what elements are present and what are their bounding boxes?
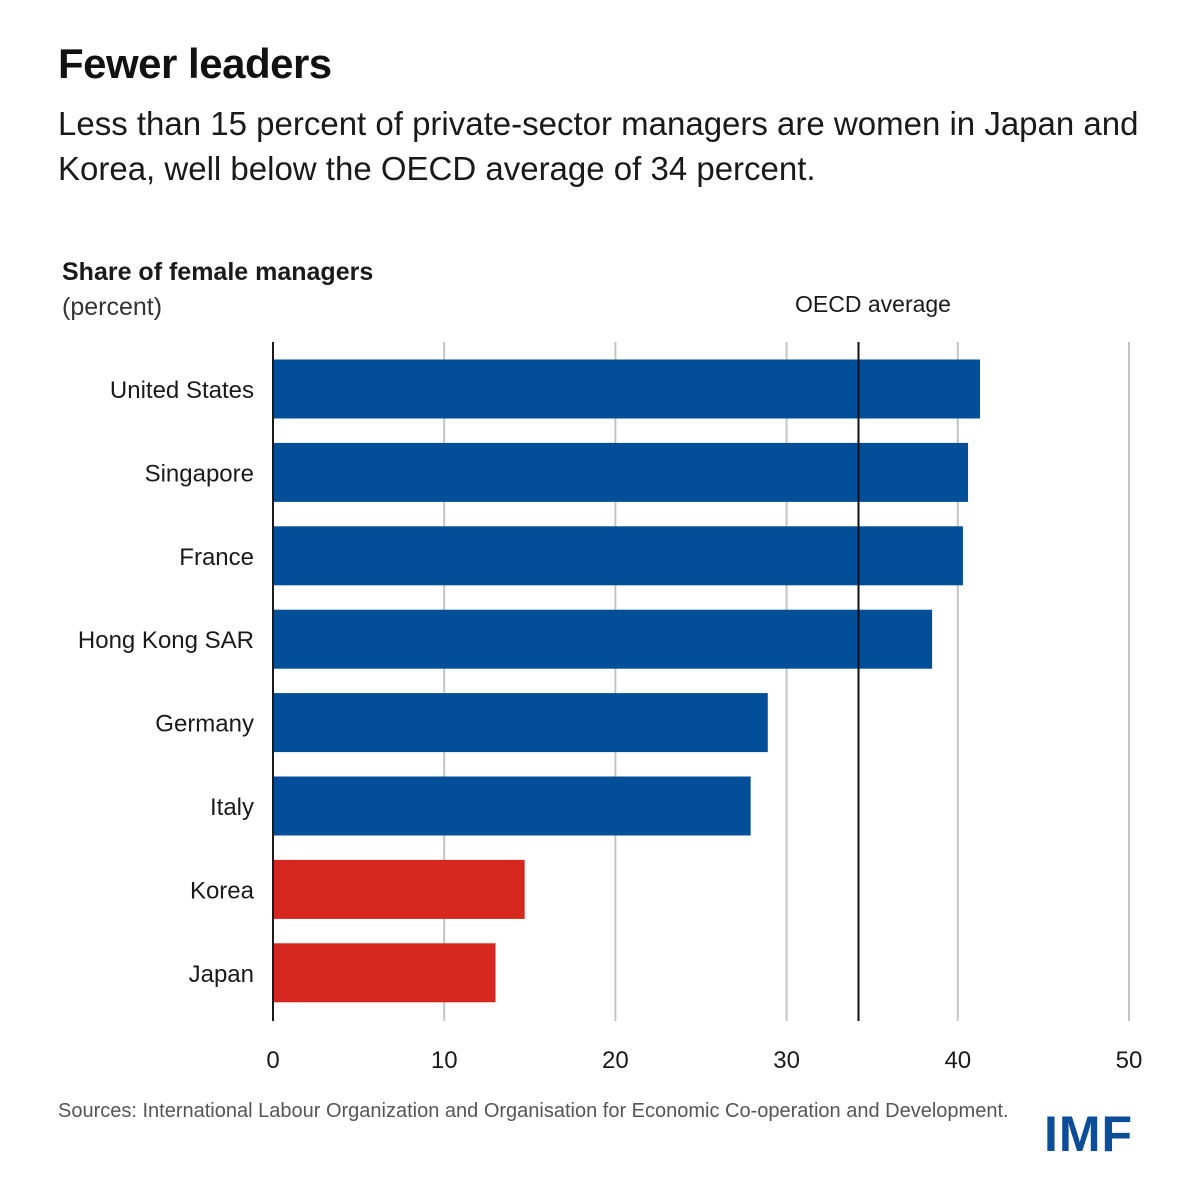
category-label: Japan	[189, 961, 254, 988]
chart-unit-label: (percent)	[62, 293, 163, 321]
bar	[273, 609, 933, 669]
bar	[273, 359, 981, 419]
bar	[273, 526, 963, 586]
category-label: Korea	[190, 877, 255, 904]
reference-line-label: OECD average	[795, 291, 951, 317]
bar	[273, 693, 768, 753]
bar	[273, 442, 969, 502]
chart-subtitle: Less than 15 percent of private-sector m…	[58, 105, 1139, 187]
x-tick-label: 20	[602, 1047, 629, 1074]
chart-title: Share of female managers	[62, 258, 374, 286]
x-tick-label: 0	[266, 1047, 279, 1074]
category-label: United States	[110, 377, 254, 404]
bar	[273, 943, 496, 1003]
category-label: Germany	[155, 711, 254, 738]
x-tick-label: 10	[431, 1047, 458, 1074]
chart-headline: Fewer leaders	[58, 40, 332, 87]
imf-logo: IMF	[1044, 1106, 1134, 1162]
bar	[273, 859, 525, 919]
bar	[273, 776, 751, 836]
x-tick-label: 40	[944, 1047, 971, 1074]
category-label: France	[179, 544, 254, 571]
source-note: Sources: International Labour Organizati…	[58, 1100, 1009, 1122]
category-label: Singapore	[145, 460, 254, 487]
category-label: Italy	[210, 794, 254, 821]
category-label: Hong Kong SAR	[78, 627, 254, 654]
x-tick-label: 50	[1116, 1047, 1143, 1074]
x-tick-label: 30	[773, 1047, 800, 1074]
